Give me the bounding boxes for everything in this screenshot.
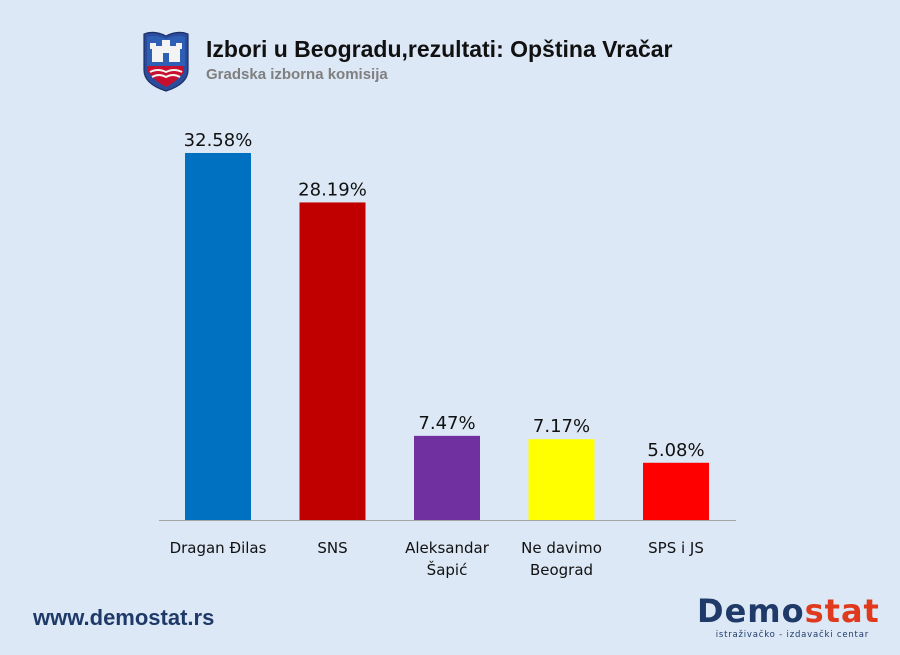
bar-1 xyxy=(299,202,366,520)
bar-value-label-1: 28.19% xyxy=(298,179,367,200)
category-label-1: SNS xyxy=(317,539,347,557)
logo-wordmark-main: Demo xyxy=(697,592,805,630)
category-label-4-line-0: SPS i JS xyxy=(648,539,704,557)
category-label-2-line-1: Šapić xyxy=(427,560,468,579)
category-label-0: Dragan Đilas xyxy=(170,539,267,557)
bar-4 xyxy=(643,462,709,520)
bar-value-label-3: 7.17% xyxy=(533,416,590,437)
category-label-0-line-0: Dragan Đilas xyxy=(170,539,267,557)
bar-3 xyxy=(528,439,595,520)
category-label-2: Aleksandar Šapić xyxy=(405,539,490,579)
category-label-2-line-0: Aleksandar xyxy=(405,539,490,557)
bar-0 xyxy=(185,153,251,520)
chart-subtitle: Gradska izborna komisija xyxy=(206,66,388,83)
belgrade-coat-of-arms-icon xyxy=(143,31,189,92)
category-label-3: Ne davimo Beograd xyxy=(521,539,602,579)
bar-value-label-4: 5.08% xyxy=(647,440,704,461)
logo-tagline: istraživačko - izdavački centar xyxy=(715,630,869,640)
category-label-3-line-1: Beograd xyxy=(530,561,593,579)
category-label-1-line-0: SNS xyxy=(317,539,347,557)
bar-2 xyxy=(414,435,480,520)
bar-value-label-2: 7.47% xyxy=(418,413,475,434)
logo-wordmark-accent: stat xyxy=(804,592,880,630)
bar-value-label-0: 32.58% xyxy=(184,130,253,151)
logo-wordmark: Demostat xyxy=(697,592,879,630)
demostat-logo: Demostat istraživačko - izdavački centar xyxy=(697,592,879,640)
category-label-4: SPS i JS xyxy=(648,539,704,557)
category-label-3-line-0: Ne davimo xyxy=(521,539,602,557)
chart-title: Izbori u Beogradu,rezultati: Opština Vra… xyxy=(206,36,673,62)
website-link[interactable]: www.demostat.rs xyxy=(33,605,215,630)
